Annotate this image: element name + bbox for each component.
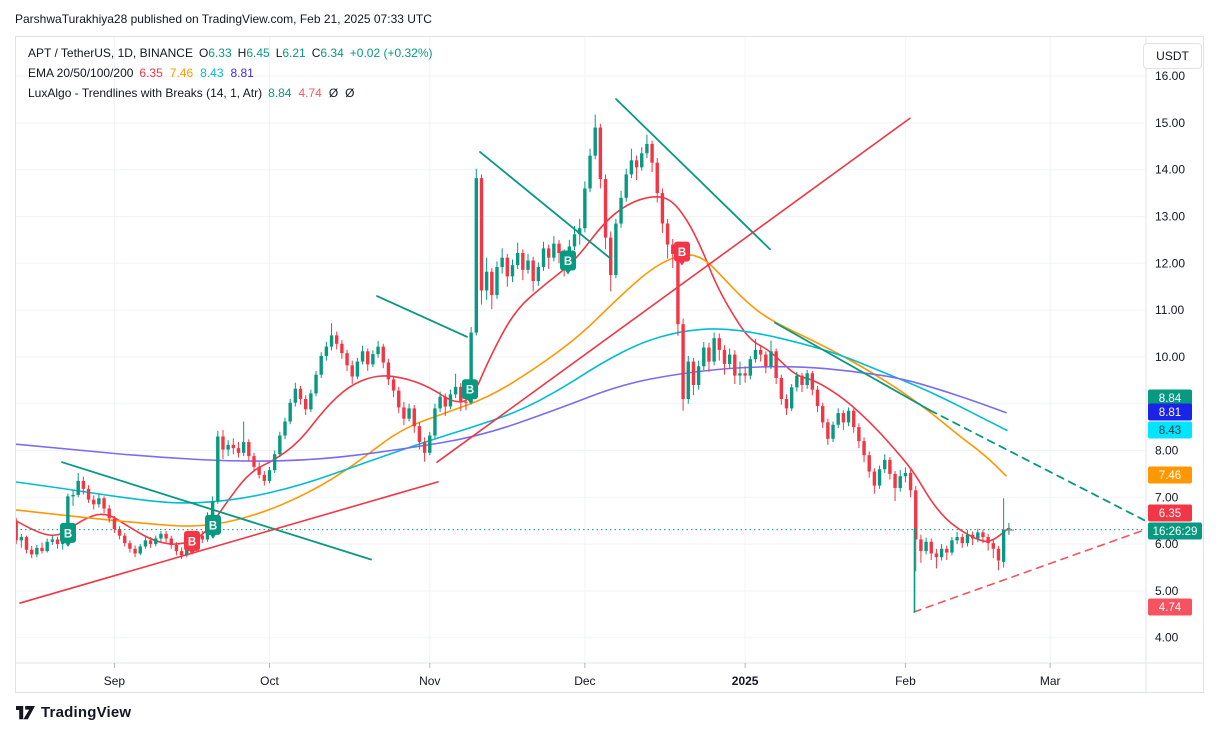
tradingview-logo[interactable]: TradingView (16, 704, 131, 721)
chart-legend: APT / TetherUS, 1D, BINANCE O6.33 H6.45 L6.… (28, 43, 433, 103)
price-badge-8.43: 8.43 (1148, 421, 1192, 439)
legend-luxalgo-row: LuxAlgo - Trendlines with Breaks (14, 1,… (28, 83, 433, 103)
svg-text:11.00: 11.00 (1155, 303, 1184, 317)
svg-text:10.00: 10.00 (1155, 350, 1185, 364)
price-badge-8.81: 8.81 (1148, 403, 1192, 421)
ohlc-h: H6.45 (237, 46, 270, 60)
svg-text:12.00: 12.00 (1155, 256, 1185, 270)
change-value: +0.02 (+0.32%) (349, 46, 433, 60)
ohlc-l: L6.21 (275, 46, 306, 60)
svg-text:15.00: 15.00 (1155, 116, 1185, 130)
ema-200-line (16, 365, 1007, 462)
svg-text:B: B (564, 256, 572, 268)
candles-layer (16, 114, 1011, 572)
svg-text:Sep: Sep (104, 674, 126, 688)
ema-label: EMA 20/50/100/200 (28, 66, 134, 80)
legend-ema-row: EMA 20/50/100/200 6.35 7.46 8.43 8.81 (28, 63, 433, 83)
svg-text:7.00: 7.00 (1155, 490, 1179, 504)
grid-layer (16, 37, 1145, 662)
time-axis[interactable]: Sep Oct Nov Dec 2025 Feb Mar (104, 674, 1061, 688)
axis-borders (15, 37, 1204, 692)
svg-text:Oct: Oct (260, 674, 279, 688)
svg-text:Dec: Dec (574, 674, 595, 688)
svg-text:16:26:29: 16:26:29 (1153, 526, 1198, 538)
legend-symbol-row: APT / TetherUS, 1D, BINANCE O6.33 H6.45 L6.… (28, 43, 433, 63)
ema-20-line (16, 196, 1009, 545)
ohlc-values: O6.33 H6.45 L6.21 C6.34 (199, 46, 350, 60)
chart-widget-frame (15, 36, 1204, 693)
countdown-badge: 16:26:29 (1148, 522, 1202, 540)
break-marker-b: B (560, 250, 576, 275)
luxalgo-value-0: 8.84 (268, 86, 292, 100)
publish-attribution: ParshwaTurakhiya28 published on TradingV… (15, 12, 432, 26)
luxalgo-value-3: Ø (345, 86, 355, 100)
luxalgo-label: LuxAlgo - Trendlines with Breaks (14, 1,… (28, 86, 263, 100)
svg-text:Feb: Feb (895, 674, 916, 688)
ema-50-line (16, 254, 1007, 527)
break-marker-b: B (205, 514, 221, 539)
symbol-title: APT / TetherUS, 1D, BINANCE (28, 46, 193, 60)
price-badge-8.84: 8.84 (1148, 389, 1192, 407)
svg-text:4.00: 4.00 (1155, 631, 1179, 645)
ema-values: 6.35 7.46 8.43 8.81 (139, 66, 260, 80)
ohlc-o: O6.33 (198, 46, 232, 60)
break-markers: B B B B B B (60, 241, 690, 555)
svg-text:2025: 2025 (732, 674, 759, 688)
ema-value-3: 8.81 (230, 66, 254, 80)
crosshair-marker (1004, 525, 1014, 536)
ohlc-c: C6.34 (311, 46, 344, 60)
svg-text:5.00: 5.00 (1155, 584, 1179, 598)
break-marker-b: B (462, 379, 478, 404)
svg-text:B: B (678, 247, 686, 259)
luxalgo-values: 8.84 4.74 Ø Ø (268, 86, 361, 100)
svg-text:B: B (188, 536, 196, 548)
svg-text:6.35: 6.35 (1159, 508, 1181, 520)
break-marker-b: B (674, 241, 690, 266)
trendlines (19, 98, 1145, 613)
svg-text:13.00: 13.00 (1155, 210, 1185, 224)
tradingview-logo-icon (16, 705, 35, 719)
break-marker-b: B (184, 530, 200, 555)
svg-text:8.81: 8.81 (1159, 407, 1181, 419)
svg-text:8.84: 8.84 (1159, 393, 1182, 405)
svg-text:6.00: 6.00 (1155, 537, 1179, 551)
svg-text:B: B (64, 528, 72, 540)
ema-value-0: 6.35 (139, 66, 163, 80)
price-badge-6.35: 6.35 (1148, 504, 1192, 522)
svg-text:Mar: Mar (1040, 674, 1061, 688)
svg-text:B: B (209, 520, 217, 532)
ema-value-2: 8.43 (200, 66, 224, 80)
svg-text:14.00: 14.00 (1155, 163, 1185, 177)
svg-text:Nov: Nov (419, 674, 440, 688)
price-badge-4.74: 4.74 (1148, 598, 1192, 616)
price-axis[interactable]: 4.005.006.007.008.009.0010.0011.0012.001… (1155, 69, 1185, 645)
currency-toggle-button[interactable]: USDT (1143, 43, 1202, 69)
ema-value-1: 7.46 (169, 66, 194, 80)
svg-text:16.00: 16.00 (1155, 69, 1185, 83)
price-badge-7.46: 7.46 (1148, 466, 1192, 484)
luxalgo-value-1: 4.74 (298, 86, 322, 100)
break-marker-b: B (60, 522, 76, 547)
svg-text:7.46: 7.46 (1159, 470, 1181, 482)
svg-text:8.00: 8.00 (1155, 444, 1179, 458)
price-badges: 8.84 8.81 8.43 7.46 6.35 16:26:29 4.74 (1148, 389, 1202, 616)
svg-text:8.43: 8.43 (1159, 425, 1181, 437)
svg-text:4.74: 4.74 (1159, 602, 1182, 614)
svg-text:B: B (466, 385, 474, 397)
luxalgo-value-2: Ø (328, 86, 339, 100)
ema-100-line (16, 328, 1008, 504)
tradingview-logo-text: TradingView (41, 704, 132, 721)
